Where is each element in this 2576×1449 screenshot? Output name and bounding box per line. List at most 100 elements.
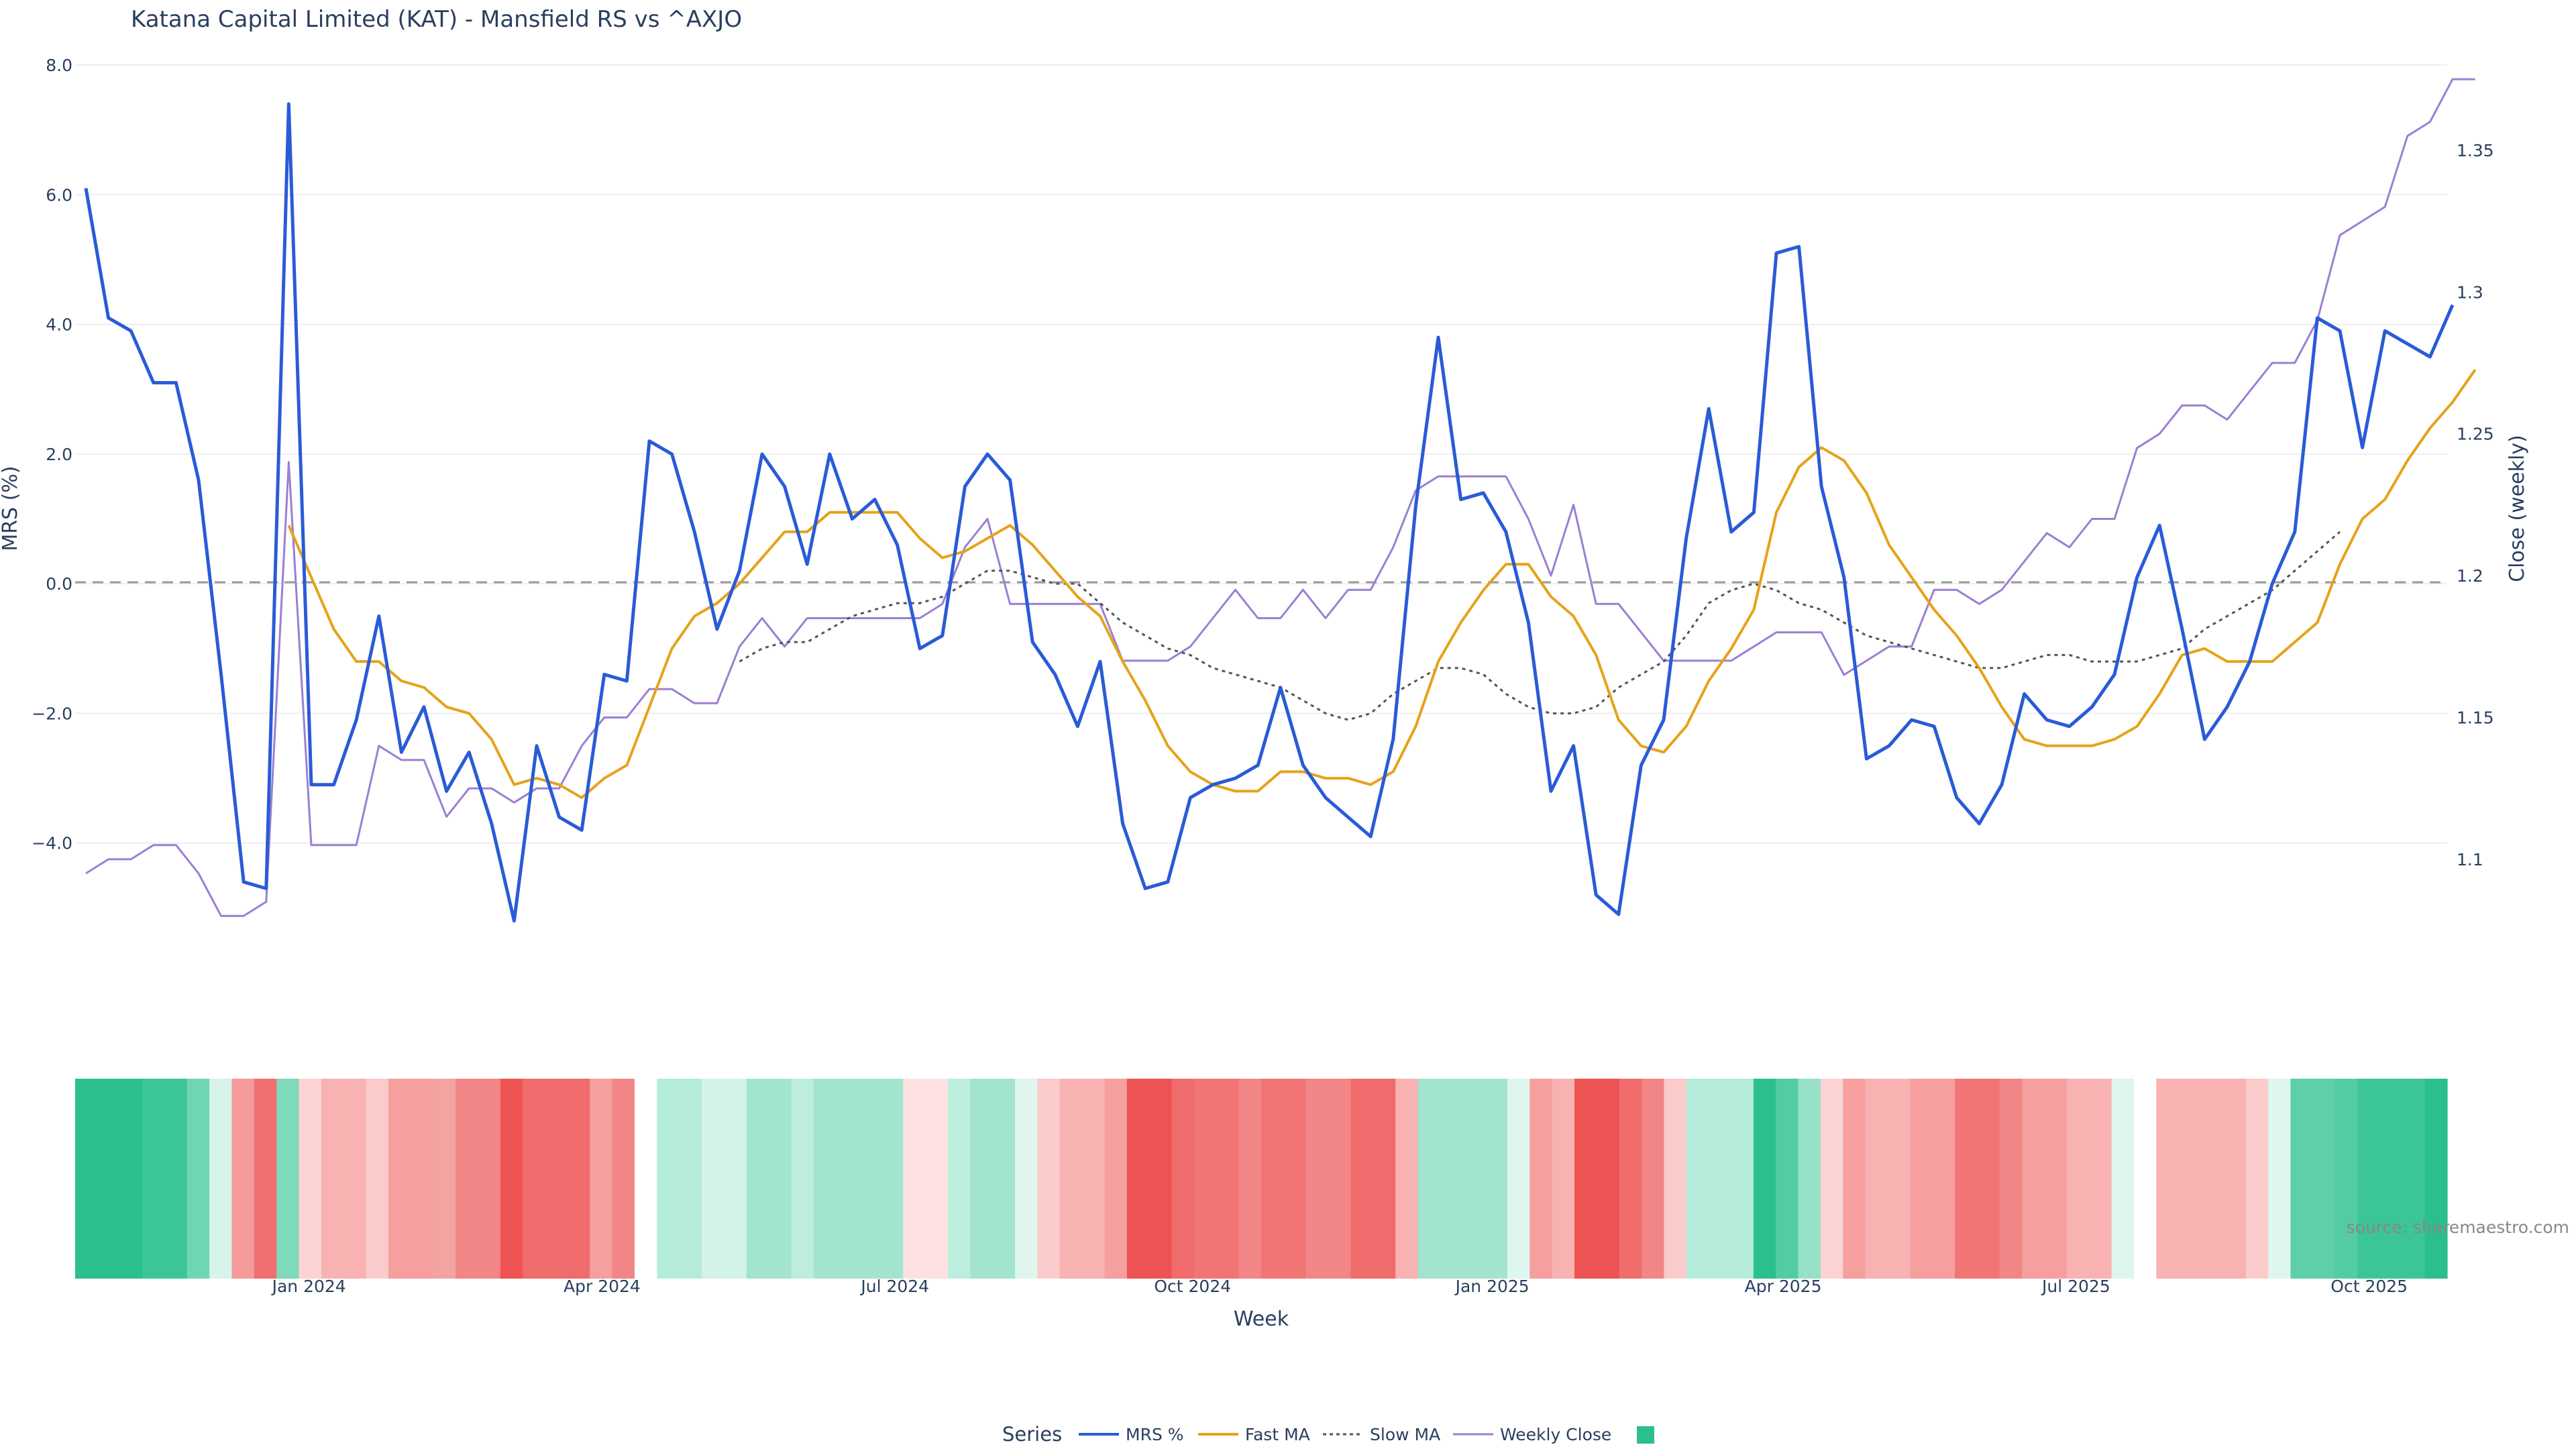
heatmap-cell <box>1977 1079 2000 1279</box>
heatmap-cell <box>679 1079 702 1279</box>
heatmap-cell <box>1731 1079 1754 1279</box>
heatmap-cell <box>186 1079 210 1279</box>
heatmap-cell <box>299 1079 322 1279</box>
x-tick-label: Apr 2025 <box>1745 1277 1822 1296</box>
left-y-tick-label: 4.0 <box>46 315 72 335</box>
heatmap-cell <box>2133 1079 2157 1279</box>
heatmap-cell <box>1283 1079 1307 1279</box>
x-tick-label: Oct 2024 <box>1154 1277 1231 1296</box>
legend-label-fast-ma: Fast MA <box>1245 1425 1310 1444</box>
heatmap-cell <box>2402 1079 2426 1279</box>
heatmap-cell <box>276 1079 300 1279</box>
right-y-tick-label: 1.15 <box>2457 708 2494 727</box>
heatmap-cell <box>119 1079 143 1279</box>
heatmap-cell <box>1149 1079 1173 1279</box>
legend: Series MRS % Fast MA Slow MA Weekly Clos… <box>1002 1423 1654 1446</box>
left-y-tick-label: 0.0 <box>46 574 72 594</box>
x-tick-label: Jan 2025 <box>1454 1277 1529 1296</box>
heatmap-cell <box>1753 1079 1776 1279</box>
heatmap-cell <box>231 1079 255 1279</box>
heatmap-cell <box>612 1079 635 1279</box>
heatmap-cell <box>1507 1079 1530 1279</box>
heatmap-cell <box>366 1079 389 1279</box>
left-y-tick-label: −2.0 <box>32 704 72 723</box>
heatmap-cell <box>1552 1079 1575 1279</box>
heatmap-cell <box>791 1079 814 1279</box>
left-y-tick-label: −4.0 <box>32 834 72 853</box>
heatmap-cell <box>836 1079 859 1279</box>
heatmap-cell <box>1843 1079 1866 1279</box>
heatmap-cell <box>254 1079 277 1279</box>
heatmap-cell <box>1104 1079 1128 1279</box>
heatmap-cell <box>1619 1079 1642 1279</box>
heatmap-cell <box>702 1079 724 1279</box>
heatmap-cell <box>567 1079 590 1279</box>
heatmap-cell <box>1350 1079 1374 1279</box>
heatmap-cell <box>970 1079 994 1279</box>
heatmap-cell <box>1798 1079 1821 1279</box>
left-y-tick-label: 2.0 <box>46 445 72 464</box>
heatmap-cell <box>1642 1079 1665 1279</box>
x-tick-label: Jan 2024 <box>271 1277 346 1296</box>
heatmap-cell <box>1888 1079 1911 1279</box>
heatmap-cell <box>75 1079 98 1279</box>
series-line-fast-ma-line <box>287 369 2477 800</box>
left-y-axis: 8.0 6.0 4.0 2.0 0.0 −2.0 −4.0 <box>32 56 72 853</box>
heatmap-cell <box>2044 1079 2068 1279</box>
left-y-tick-label: 6.0 <box>46 185 72 205</box>
heatmap-cell <box>1305 1079 1329 1279</box>
heatmap-cell <box>343 1079 367 1279</box>
legend-label-weekly-close: Weekly Close <box>1500 1425 1611 1444</box>
heatmap-cell <box>1328 1079 1352 1279</box>
left-y-tick-label: 8.0 <box>46 56 72 75</box>
heatmap-cell <box>1955 1079 1978 1279</box>
heatmap-cell <box>1126 1079 1150 1279</box>
right-y-tick-label: 1.3 <box>2457 282 2483 302</box>
heatmap-cell <box>1059 1079 1083 1279</box>
right-y-tick-label: 1.2 <box>2457 566 2483 586</box>
heatmap-cell <box>1709 1079 1732 1279</box>
x-tick-label: Jul 2024 <box>859 1277 929 1296</box>
heatmap-cell <box>1865 1079 1888 1279</box>
heatmap-cell <box>2066 1079 2090 1279</box>
left-y-axis-title: MRS (%) <box>0 466 22 551</box>
heatmap-cell <box>880 1079 904 1279</box>
heatmap-cell <box>769 1079 792 1279</box>
heatmap-cell <box>97 1079 121 1279</box>
heatmap-cell <box>858 1079 881 1279</box>
grid <box>75 64 2447 844</box>
heatmap-cell <box>2312 1079 2336 1279</box>
heatmap-cell <box>2245 1079 2269 1279</box>
heatmap-cell <box>2178 1079 2202 1279</box>
heatmap-cell <box>321 1079 344 1279</box>
heatmap-cell <box>724 1079 747 1279</box>
legend-label-mrs: MRS % <box>1126 1425 1184 1444</box>
heatmap-cell <box>2357 1079 2381 1279</box>
heatmap-cell <box>2335 1079 2359 1279</box>
heatmap-cell <box>1574 1079 1597 1279</box>
heatmap-cell <box>500 1079 523 1279</box>
heatmap-cell <box>657 1079 680 1279</box>
heatmap-cell <box>634 1079 657 1279</box>
heatmap-cell <box>1216 1079 1240 1279</box>
heatmap-cell <box>813 1079 837 1279</box>
heatmap-cell <box>1686 1079 1709 1279</box>
heatmap-cell <box>411 1079 434 1279</box>
heatmap-cell <box>1261 1079 1284 1279</box>
heatmap-cell <box>2111 1079 2135 1279</box>
heatmap-cell <box>1395 1079 1419 1279</box>
heatmap-cell <box>992 1079 1016 1279</box>
heatmap-cell <box>2424 1079 2448 1279</box>
heatmap-cell <box>1037 1079 1061 1279</box>
heatmap-cell <box>1932 1079 1955 1279</box>
right-y-tick-label: 1.25 <box>2457 425 2494 444</box>
right-y-tick-label: 1.35 <box>2457 141 2494 160</box>
heatmap-cell <box>2290 1079 2314 1279</box>
heatmap-cell <box>545 1079 568 1279</box>
heatmap-cell <box>1776 1079 1799 1279</box>
legend-label-slow-ma: Slow MA <box>1370 1425 1440 1444</box>
heatmap-cell <box>2268 1079 2292 1279</box>
heatmap-cell <box>1462 1079 1486 1279</box>
heatmap-cell <box>1440 1079 1463 1279</box>
